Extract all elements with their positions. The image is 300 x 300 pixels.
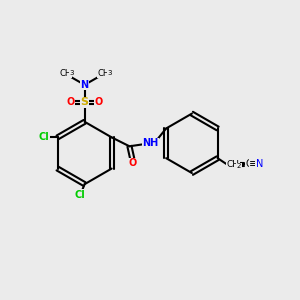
Text: S: S [81, 98, 88, 107]
Text: N: N [256, 159, 263, 169]
Text: ≡: ≡ [249, 159, 259, 169]
Text: Cl: Cl [75, 190, 86, 200]
Text: 3: 3 [107, 70, 112, 76]
Text: 2: 2 [237, 163, 241, 169]
Text: Cl: Cl [39, 132, 50, 142]
Text: CH: CH [226, 160, 240, 169]
Text: N: N [80, 80, 89, 90]
Text: NH: NH [142, 138, 158, 148]
Text: O: O [129, 158, 137, 168]
Text: 3: 3 [69, 70, 74, 76]
Text: CH: CH [59, 69, 71, 78]
Text: C: C [245, 159, 252, 169]
Text: O: O [67, 98, 75, 107]
Text: O: O [94, 98, 103, 107]
Text: CH: CH [98, 69, 110, 78]
